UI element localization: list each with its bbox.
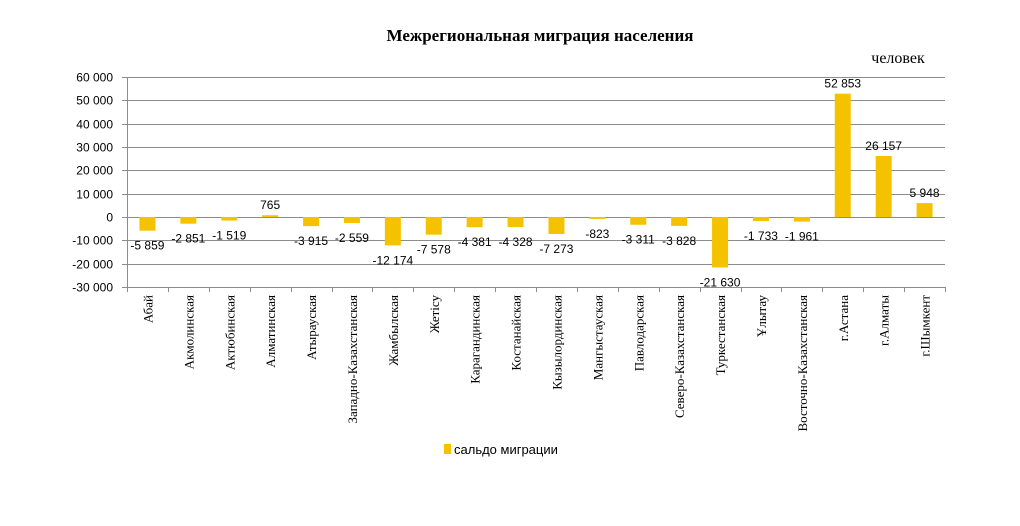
y-tick-label: -20 000 <box>72 258 113 272</box>
bar <box>834 93 851 217</box>
bar <box>180 217 197 224</box>
data-label: -2 851 <box>171 232 205 246</box>
bar <box>303 217 320 227</box>
bar <box>221 217 238 221</box>
y-tick-label: -30 000 <box>72 281 113 295</box>
x-category-label: Восточно-Казахстанская <box>795 295 810 432</box>
x-category-label: Северо-Казахстанская <box>672 295 687 418</box>
bar <box>712 217 729 268</box>
bar <box>139 217 156 231</box>
x-category-label: Акмолинская <box>181 295 196 369</box>
x-category-label: Западно-Казахстанская <box>345 295 360 424</box>
y-tick-label: 50 000 <box>76 94 113 108</box>
bar <box>384 217 401 246</box>
data-label: -7 273 <box>539 242 573 256</box>
x-category-label: г.Астана <box>836 295 851 342</box>
x-category-label: Актюбинская <box>222 295 237 370</box>
x-category-label: г.Алматы <box>877 295 892 346</box>
x-category-label: Ұлытау <box>754 295 769 338</box>
x-category-label: Кызылординская <box>549 295 564 390</box>
x-category-label: Карагандинская <box>468 295 483 384</box>
data-label: -3 915 <box>294 234 328 248</box>
legend-swatch <box>444 444 451 454</box>
legend: сальдо миграции <box>444 442 558 457</box>
x-category-label: Жамбылская <box>386 295 401 366</box>
bar <box>548 217 565 234</box>
data-label: -1 519 <box>212 229 246 243</box>
y-tick-label: 60 000 <box>76 71 113 85</box>
data-label: -5 859 <box>130 239 164 253</box>
y-tick-label: 0 <box>106 211 113 225</box>
x-category-label: Мангыстауская <box>590 295 605 380</box>
x-category-label: Костанайская <box>509 295 524 371</box>
x-category-label: Абай <box>140 295 155 323</box>
bar <box>630 217 647 225</box>
bar <box>262 215 279 217</box>
bar <box>425 217 442 235</box>
x-category-label: Туркестанская <box>713 295 728 375</box>
unit-label: человек <box>871 50 925 67</box>
bar <box>671 217 688 226</box>
y-tick-label: 30 000 <box>76 141 113 155</box>
data-label: -7 578 <box>417 243 451 257</box>
bar <box>507 217 524 228</box>
bar <box>875 155 892 217</box>
y-tick-label: 40 000 <box>76 118 113 132</box>
data-label: -823 <box>585 227 609 241</box>
bar <box>752 217 769 222</box>
x-category-label: Алматинская <box>263 295 278 368</box>
data-label: 765 <box>260 198 280 212</box>
bar <box>589 217 606 219</box>
bar <box>343 217 360 223</box>
data-label: 5 948 <box>910 186 940 200</box>
x-category-label: г.Шымкент <box>918 295 933 357</box>
bar <box>466 217 483 228</box>
data-label: -1 961 <box>785 230 819 244</box>
x-category-label: Жетісу <box>427 295 442 334</box>
data-label: -2 559 <box>335 231 369 245</box>
x-category-label: Павлодарская <box>631 295 646 371</box>
data-label: -12 174 <box>372 253 413 267</box>
data-label: 26 157 <box>865 139 902 153</box>
data-label: 52 853 <box>824 77 861 91</box>
bar <box>916 203 933 217</box>
legend-label: сальдо миграции <box>454 442 558 457</box>
y-tick-label: 20 000 <box>76 164 113 178</box>
data-label: -4 328 <box>499 235 533 249</box>
data-label: -3 828 <box>662 234 696 248</box>
data-label: -4 381 <box>458 235 492 249</box>
x-category-label: Атырауская <box>304 295 319 360</box>
y-tick-label: -10 000 <box>72 234 113 248</box>
bar <box>793 217 810 222</box>
chart-title: Межрегиональная миграция населения <box>387 26 694 45</box>
y-tick-label: 10 000 <box>76 188 113 202</box>
data-label: -21 630 <box>700 275 741 289</box>
data-label: -1 733 <box>744 229 778 243</box>
data-label: -3 311 <box>622 233 655 247</box>
